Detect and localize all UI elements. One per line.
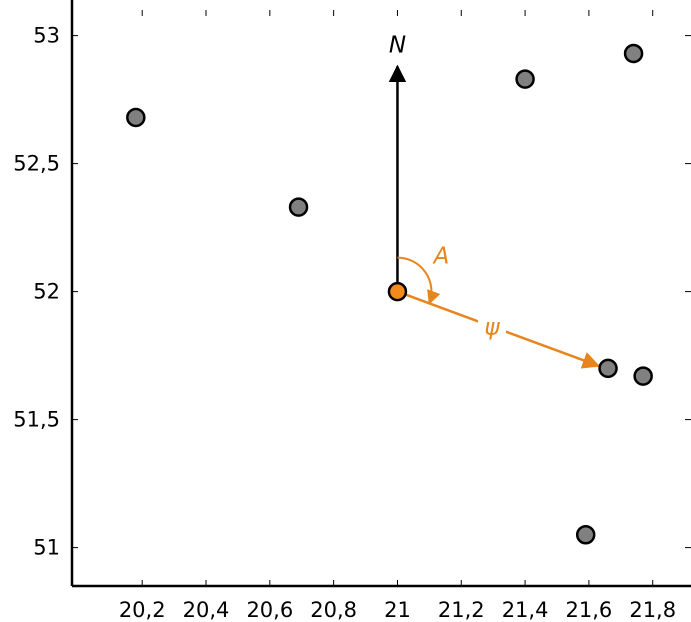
data-point bbox=[623, 43, 644, 64]
data-point bbox=[633, 366, 653, 386]
ticks: 20,2 20,4 20,6 20,8 21 21,2 21,4 21,6 21,8 51 51,5… bbox=[13, 10, 691, 622]
data-point bbox=[598, 358, 618, 379]
reference-point bbox=[387, 281, 408, 302]
x-tick-label: 21,2 bbox=[438, 598, 485, 622]
annotations: Nψ A bbox=[388, 32, 601, 369]
data-point bbox=[126, 107, 146, 128]
data-points bbox=[126, 43, 653, 545]
x-tick-label: 21,8 bbox=[629, 598, 676, 622]
x-tick-label: 20,8 bbox=[310, 598, 357, 622]
north-label: N bbox=[389, 32, 406, 58]
y-tick-label: 52 bbox=[33, 280, 60, 304]
y-tick-label: 52,5 bbox=[13, 152, 60, 176]
distance-label: ψ bbox=[484, 314, 500, 340]
x-tick-label: 20,6 bbox=[246, 598, 293, 622]
x-tick-label: 20,4 bbox=[183, 598, 230, 622]
x-tick-label: 20,2 bbox=[119, 598, 166, 622]
azimuth-label: A bbox=[432, 244, 450, 270]
x-tick-label: 21,6 bbox=[566, 598, 613, 622]
y-tick-label: 51 bbox=[33, 536, 60, 560]
data-point bbox=[575, 525, 596, 545]
distance-label-bg bbox=[477, 311, 506, 340]
y-tick-label: 53 bbox=[33, 24, 60, 48]
data-point bbox=[288, 197, 309, 217]
x-tick-label: 21 bbox=[384, 598, 411, 622]
y-tick-label: 51,5 bbox=[13, 408, 60, 432]
azimuth-arc bbox=[397, 256, 441, 305]
data-point bbox=[515, 69, 535, 89]
x-tick-label: 21,4 bbox=[502, 598, 549, 622]
axes bbox=[70, 0, 691, 588]
